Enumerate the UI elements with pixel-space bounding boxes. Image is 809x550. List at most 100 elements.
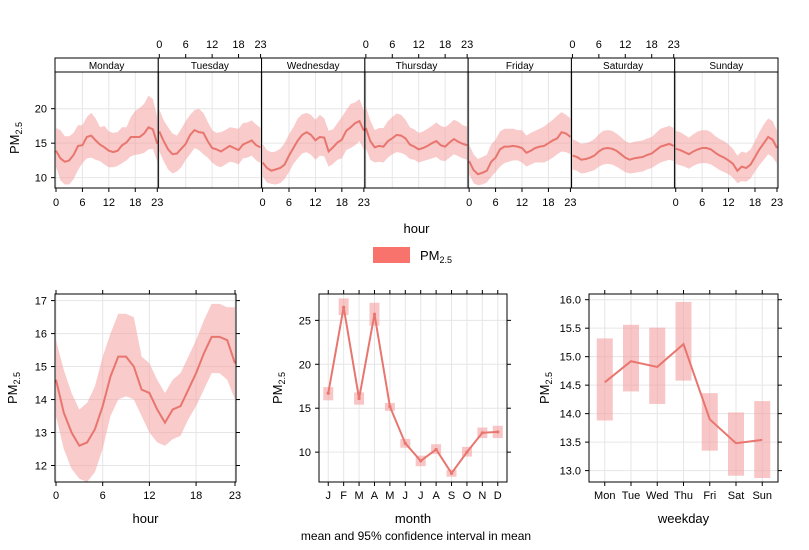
legend: PM2.5 xyxy=(373,247,452,265)
panel-day-hour: Monday 0 6 12 18 23 Tuesday 0 6 12 18 23 Wednesday 0 6… xyxy=(7,39,783,236)
y-tick-label: 15.5 xyxy=(560,323,581,335)
mean-line xyxy=(327,307,498,475)
x-tick-label: 6 xyxy=(286,197,292,209)
panel-frame xyxy=(54,293,237,483)
mean-point xyxy=(434,447,438,452)
legend-label-sub: 2.5 xyxy=(440,255,453,265)
mean-point xyxy=(357,396,361,401)
y-tick-label: 13.0 xyxy=(560,466,581,478)
mean-line xyxy=(364,127,468,151)
x-tick-label: 12 xyxy=(143,490,155,502)
ci-band xyxy=(675,118,777,184)
mean-point xyxy=(419,459,423,463)
x-tick-label: 23 xyxy=(358,197,370,209)
x-axis-label: month xyxy=(395,511,431,526)
y-tick-label: 13 xyxy=(35,428,47,440)
x-tick-label: O xyxy=(463,490,472,502)
y-tick-label: 17 xyxy=(35,296,47,308)
y-tick-label: 14.0 xyxy=(560,409,581,421)
y-axis-label: PM2.5 xyxy=(5,372,22,404)
strip-label: Monday xyxy=(89,61,125,72)
y-tick-label: 14 xyxy=(35,395,47,407)
x-tick-label: M xyxy=(354,490,363,502)
panel-frame xyxy=(318,293,508,483)
x-tick-label: 12 xyxy=(722,197,734,209)
mean-point xyxy=(342,305,346,309)
x-tick-label: 12 xyxy=(516,197,528,209)
y-axis-label: PM2.5 xyxy=(7,122,24,154)
y-tick-label: 15 xyxy=(35,362,47,374)
x-tick-label: 23 xyxy=(254,39,266,51)
y-tick-label: 10 xyxy=(35,173,47,185)
ci-bar xyxy=(675,301,692,381)
x-tick-label: 18 xyxy=(190,490,202,502)
x-tick-label: 18 xyxy=(232,39,244,51)
x-tick-label: J xyxy=(418,490,424,502)
x-tick-label: 23 xyxy=(151,197,163,209)
y-tick-label: 15 xyxy=(35,138,47,150)
ci-bar xyxy=(623,324,639,392)
x-tick-label: Fri xyxy=(703,490,716,502)
ci-band xyxy=(572,125,674,174)
x-tick-label: 0 xyxy=(673,197,679,209)
y-axis-label-sub: 2.5 xyxy=(544,372,554,385)
x-tick-label: M xyxy=(385,490,394,502)
strip-label: Sunday xyxy=(709,61,743,72)
x-tick-label: J xyxy=(403,490,409,502)
y-axis-label-sub: 2.5 xyxy=(12,372,22,385)
x-tick-label: 0 xyxy=(363,39,369,51)
x-tick-label: Sun xyxy=(752,490,772,502)
x-tick-label: 12 xyxy=(206,39,218,51)
ci-bar xyxy=(596,338,613,421)
y-tick-label: 25 xyxy=(299,315,311,327)
mean-line xyxy=(572,142,675,161)
mean-point xyxy=(403,441,407,445)
x-axis-label: weekday xyxy=(657,511,710,526)
x-tick-label: 6 xyxy=(389,39,395,51)
ci-band xyxy=(469,112,571,186)
mean-point xyxy=(326,391,330,395)
x-tick-label: 23 xyxy=(461,39,473,51)
y-axis-label-sub: 2.5 xyxy=(277,372,287,385)
x-tick-label: Sat xyxy=(728,490,745,502)
x-tick-label: 12 xyxy=(103,197,115,209)
strip-label: Thursday xyxy=(396,61,438,72)
x-tick-label: N xyxy=(478,490,486,502)
ci-band xyxy=(56,95,158,185)
mean-line xyxy=(55,126,159,163)
x-tick-label: 0 xyxy=(260,197,266,209)
x-tick-label: 12 xyxy=(619,39,631,51)
x-tick-label: 6 xyxy=(699,197,705,209)
x-tick-label: Thu xyxy=(674,490,693,502)
ci-band xyxy=(365,106,468,163)
ci-band xyxy=(56,303,235,482)
y-axis-label: PM2.5 xyxy=(270,372,287,404)
ci-band xyxy=(159,108,261,174)
x-tick-label: 0 xyxy=(156,39,162,51)
x-tick-label: 0 xyxy=(53,197,59,209)
x-tick-label: 23 xyxy=(668,39,680,51)
x-tick-label: A xyxy=(432,490,440,502)
x-tick-label: 6 xyxy=(183,39,189,51)
panel-hour: 12 13 14 15 16 17 0 6 12 18 23 hour PM2.5 xyxy=(5,290,241,526)
y-tick-label: 13.5 xyxy=(560,437,581,449)
y-tick-label: 15 xyxy=(299,403,311,415)
ci-bar xyxy=(754,401,771,479)
mean-line xyxy=(468,130,572,176)
ci-band xyxy=(262,99,364,185)
y-tick-label: 10 xyxy=(299,447,311,459)
x-tick-label: 0 xyxy=(466,197,472,209)
x-tick-label: 23 xyxy=(564,197,576,209)
x-tick-label: Mon xyxy=(594,490,615,502)
y-tick-label: 20 xyxy=(299,359,311,371)
x-tick-label: 18 xyxy=(542,197,554,209)
mean-point xyxy=(388,404,392,409)
x-axis-label: hour xyxy=(403,221,430,236)
x-tick-label: 18 xyxy=(646,39,658,51)
x-tick-label: J xyxy=(325,490,331,502)
mean-line xyxy=(261,119,365,172)
strip-label: Wednesday xyxy=(287,61,340,72)
x-tick-label: 18 xyxy=(749,197,761,209)
y-tick-label: 16.0 xyxy=(560,295,581,307)
